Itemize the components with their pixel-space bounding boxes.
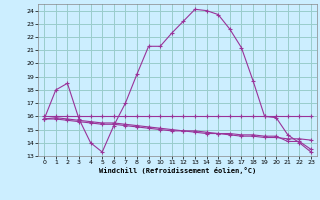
X-axis label: Windchill (Refroidissement éolien,°C): Windchill (Refroidissement éolien,°C) bbox=[99, 167, 256, 174]
